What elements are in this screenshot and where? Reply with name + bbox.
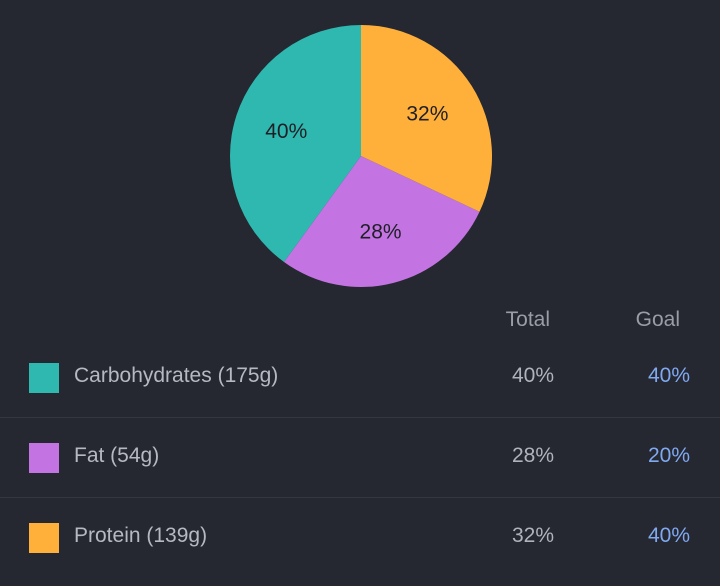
fat-color-swatch <box>29 443 59 473</box>
row-divider <box>0 417 720 418</box>
carbohydrates-goal[interactable]: 40% <box>647 364 690 387</box>
pie-slice-label-1: 28% <box>360 221 402 244</box>
pie-slice-label-0: 40% <box>265 120 307 143</box>
pie-svg: 40% 28% 32% <box>229 25 492 287</box>
protein-label: Protein (139g) <box>74 524 208 547</box>
protein-goal[interactable]: 40% <box>647 524 690 547</box>
macro-row-fat[interactable]: Fat (54g) 28% 20% <box>0 418 720 498</box>
carbohydrates-color-swatch <box>29 363 59 393</box>
pie-slice-2 <box>361 25 492 212</box>
pie-slice-label-2: 32% <box>406 102 448 125</box>
row-divider <box>0 497 720 498</box>
total-column-header: Total <box>505 308 550 331</box>
macro-row-protein[interactable]: Protein (139g) 32% 40% <box>0 498 720 578</box>
macro-row-carbohydrates[interactable]: Carbohydrates (175g) 40% 40% <box>0 338 720 418</box>
protein-total: 32% <box>511 524 554 547</box>
carbohydrates-label: Carbohydrates (175g) <box>74 364 279 387</box>
fat-total: 28% <box>511 444 554 467</box>
pie-slice-1 <box>284 156 480 287</box>
macro-pie-chart: 40% 28% 32% <box>229 24 493 288</box>
carbohydrates-total: 40% <box>511 364 554 387</box>
fat-label: Fat (54g) <box>74 444 160 467</box>
protein-color-swatch <box>29 523 59 553</box>
goal-column-header: Goal <box>635 308 680 331</box>
fat-goal[interactable]: 20% <box>647 444 690 467</box>
pie-slice-0 <box>229 25 361 262</box>
